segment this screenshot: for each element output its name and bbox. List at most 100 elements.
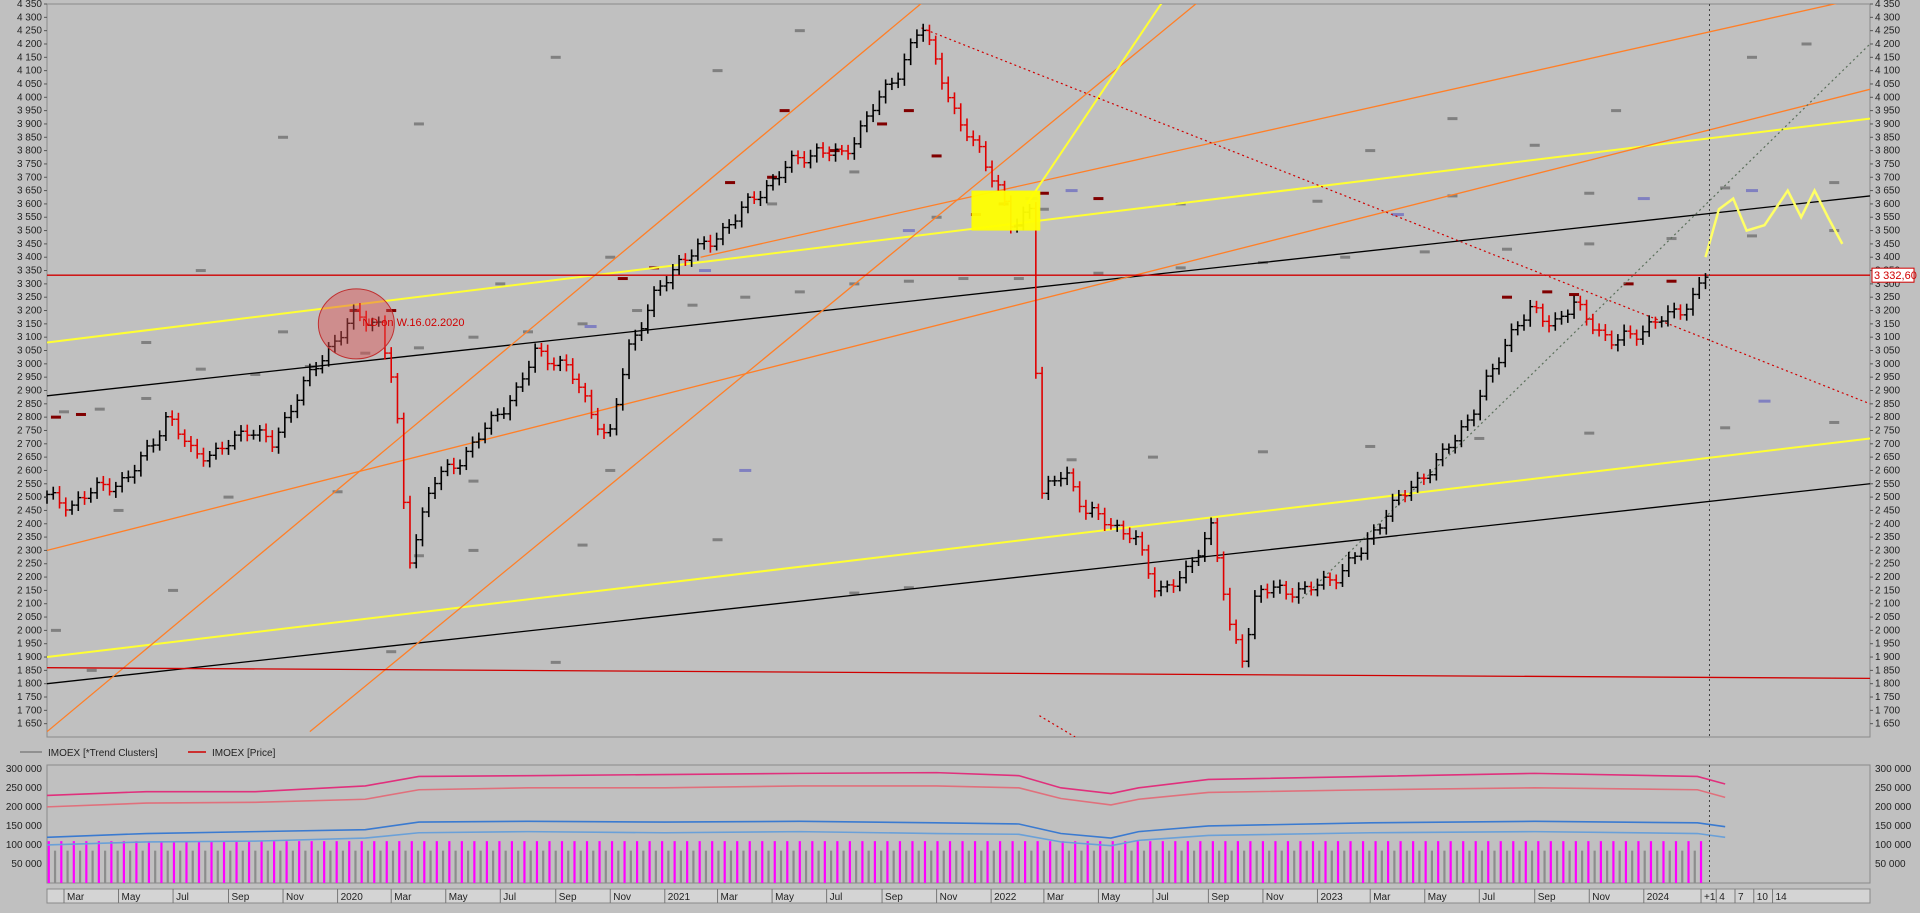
x-label-15: Sep bbox=[885, 892, 903, 903]
y-label-left-21: 3 300 bbox=[17, 279, 42, 290]
y-label-left-24: 3 150 bbox=[17, 319, 42, 330]
trend-lines bbox=[47, 4, 1870, 737]
price-bar-141 bbox=[926, 24, 933, 46]
price-bar-116 bbox=[769, 174, 776, 191]
price-bar-131 bbox=[863, 111, 870, 133]
price-panel[interactable]: 4 350 4 300 4 250 4 200 4 150 4 100 4 050 4 000… bbox=[17, 0, 1917, 738]
price-bar-262 bbox=[1683, 303, 1690, 321]
x-label-14: Jul bbox=[830, 892, 843, 903]
price-bar-24 bbox=[194, 438, 201, 459]
y-label-right-38: 2 450 bbox=[1875, 505, 1900, 516]
price-bar-194 bbox=[1258, 585, 1265, 603]
y-label-right-43: 2 200 bbox=[1875, 572, 1900, 583]
cluster-mark-7 bbox=[413, 346, 424, 350]
price-bar-38 bbox=[281, 412, 288, 438]
cluster-mark-73 bbox=[1529, 143, 1540, 147]
cluster-dark-mark-18 bbox=[1542, 290, 1553, 294]
price-bar-237 bbox=[1527, 299, 1534, 327]
dotted-line-0 bbox=[921, 27, 1870, 405]
cluster-mark-33 bbox=[1447, 194, 1458, 198]
cluster-mark-12 bbox=[687, 303, 698, 307]
price-bar-92 bbox=[619, 368, 626, 411]
y-label-right-17: 3 500 bbox=[1875, 226, 1900, 237]
x-axis[interactable]: Mar May Jul Sep Nov 2020 Mar May Jul Sep Nov 2021 Ma… bbox=[46, 888, 1871, 904]
y-label-left-10: 3 850 bbox=[17, 132, 42, 143]
volume-bars bbox=[47, 841, 1703, 883]
y-label-right-25: 3 100 bbox=[1875, 332, 1900, 343]
x-label-33: 10 bbox=[1757, 892, 1769, 903]
price-bar-140 bbox=[920, 23, 927, 42]
trend-line-7 bbox=[700, 4, 1838, 258]
price-bar-99 bbox=[663, 276, 670, 292]
price-bar-34 bbox=[256, 425, 263, 442]
y-label-left-26: 3 050 bbox=[17, 346, 42, 357]
cluster-blue-mark-6 bbox=[1637, 197, 1650, 201]
y-label-right-5: 4 100 bbox=[1875, 66, 1900, 77]
cluster-mark-25 bbox=[1584, 242, 1595, 246]
price-bar-213 bbox=[1377, 523, 1384, 535]
price-bar-202 bbox=[1308, 581, 1315, 596]
x-label-10: Nov bbox=[613, 892, 631, 903]
price-bar-40 bbox=[294, 394, 301, 419]
legend-label-price: IMOEX [Price] bbox=[212, 748, 276, 759]
price-bar-175 bbox=[1139, 531, 1146, 556]
volume-panel[interactable]: 300 000 250 000 200 000 150 000 100 000 50 00… bbox=[6, 764, 1912, 884]
legend-label-clusters: IMOEX [*Trend Clusters] bbox=[48, 748, 158, 759]
price-bar-243 bbox=[1564, 309, 1571, 323]
cluster-mark-70 bbox=[1746, 55, 1757, 59]
price-bar-201 bbox=[1301, 581, 1308, 594]
price-bar-103 bbox=[688, 249, 695, 267]
price-bar-191 bbox=[1239, 634, 1246, 668]
price-bar-225 bbox=[1452, 434, 1459, 454]
price-bar-51 bbox=[363, 310, 370, 332]
price-bar-147 bbox=[963, 118, 970, 142]
cluster-blue-mark-7 bbox=[1745, 189, 1758, 193]
cluster-mark-61 bbox=[849, 170, 860, 174]
x-label-27: Sep bbox=[1538, 892, 1556, 903]
price-bar-235 bbox=[1514, 321, 1521, 336]
x-label-24: Mar bbox=[1373, 892, 1391, 903]
price-bar-72 bbox=[494, 408, 501, 422]
y-label-left-9: 3 900 bbox=[17, 119, 42, 130]
price-bar-219 bbox=[1414, 471, 1421, 493]
cluster-mark-3 bbox=[195, 367, 206, 371]
y-label-right-30: 2 850 bbox=[1875, 399, 1900, 410]
price-bar-111 bbox=[738, 201, 745, 228]
price-bar-181 bbox=[1176, 571, 1183, 592]
cluster-mark-45 bbox=[413, 554, 424, 558]
y-label-left-2: 4 250 bbox=[17, 26, 42, 37]
cluster-mark-8 bbox=[468, 335, 479, 339]
price-bar-178 bbox=[1158, 580, 1165, 597]
cluster-mark-47 bbox=[577, 543, 588, 547]
price-bar-231 bbox=[1489, 363, 1496, 383]
cluster-mark-76 bbox=[386, 650, 397, 654]
y-label-left-1: 4 300 bbox=[17, 12, 42, 23]
price-bar-83 bbox=[563, 354, 570, 372]
price-bar-151 bbox=[989, 160, 996, 188]
price-bar-239 bbox=[1539, 303, 1546, 327]
projection-path bbox=[1704, 187, 1844, 258]
cluster-mark-14 bbox=[794, 290, 805, 294]
y-label-left-45: 2 100 bbox=[17, 599, 42, 610]
price-bar-6 bbox=[81, 491, 88, 505]
price-bar-142 bbox=[932, 35, 939, 65]
x-axis-strip bbox=[46, 888, 1871, 904]
cluster-mark-55 bbox=[605, 468, 616, 472]
annotation-note: ND on W.16.02.2020 bbox=[362, 317, 464, 329]
price-bar-53 bbox=[375, 316, 382, 327]
y-label-right-37: 2 500 bbox=[1875, 492, 1900, 503]
price-bar-253 bbox=[1627, 325, 1634, 339]
price-bar-197 bbox=[1276, 579, 1283, 594]
price-bar-127 bbox=[838, 145, 845, 156]
cluster-mark-71 bbox=[1801, 42, 1812, 46]
price-bar-254 bbox=[1633, 329, 1640, 346]
y-label-left-4: 4 150 bbox=[17, 52, 42, 63]
price-bar-242 bbox=[1558, 310, 1565, 325]
price-bar-90 bbox=[607, 424, 614, 437]
cluster-mark-77 bbox=[50, 628, 61, 632]
price-bar-96 bbox=[644, 304, 651, 334]
cluster-mark-2 bbox=[141, 396, 152, 400]
y-label-right-36: 2 550 bbox=[1875, 479, 1900, 490]
price-y-axis-right: 4 350 4 300 4 250 4 200 4 150 4 100 4 050 4 000… bbox=[1870, 0, 1900, 730]
